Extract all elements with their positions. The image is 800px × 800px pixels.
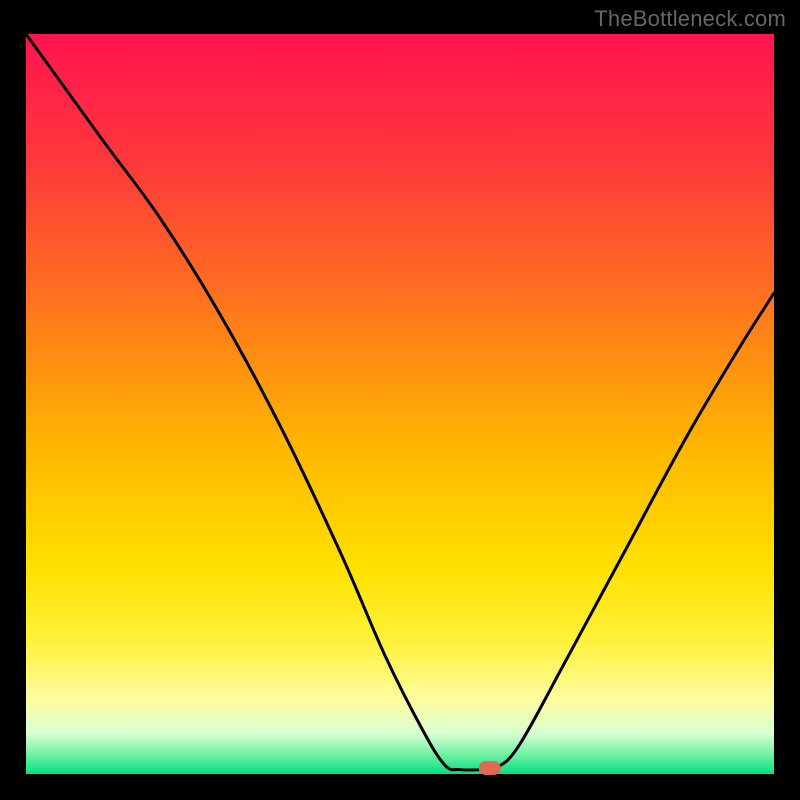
gradient-background — [26, 34, 774, 774]
optimum-marker — [479, 761, 501, 775]
plot-area — [0, 0, 800, 800]
chart-frame: TheBottleneck.com — [0, 0, 800, 800]
watermark-text: TheBottleneck.com — [594, 6, 786, 32]
